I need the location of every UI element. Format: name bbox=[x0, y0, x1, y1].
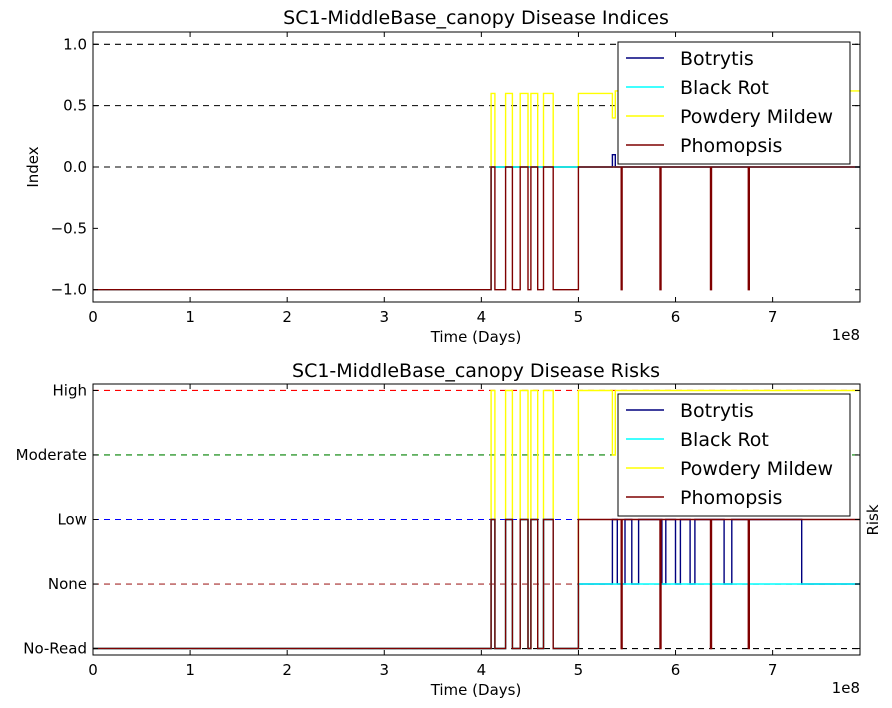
indices-legend-label: Botrytis bbox=[680, 48, 754, 70]
indices-y-tick-label: 0.0 bbox=[63, 158, 87, 176]
indices-legend-label: Phomopsis bbox=[680, 135, 782, 157]
risks-x-axis-label: Time (Days) bbox=[430, 681, 522, 699]
risks-y-tick-label: None bbox=[48, 575, 87, 593]
indices-legend-label: Powdery Mildew bbox=[680, 106, 833, 128]
indices-x-axis-label: Time (Days) bbox=[430, 328, 522, 346]
risks-legend-label: Phomopsis bbox=[680, 487, 782, 509]
risks-y-tick-label: Low bbox=[57, 511, 87, 529]
risks-chart: SC1-MiddleBase_canopy Disease Risks 0 1 2 3… bbox=[16, 360, 882, 699]
indices-x-tick-label: 3 bbox=[379, 308, 389, 326]
indices-x-tick-label: 1 bbox=[185, 308, 195, 326]
risks-legend: Botrytis Black Rot Powdery Mildew Phomopsis bbox=[617, 393, 851, 517]
risks-legend-label: Black Rot bbox=[680, 429, 769, 451]
risks-x-tick-label: 0 bbox=[88, 661, 98, 679]
indices-series-black-rot bbox=[93, 166, 860, 291]
indices-legend-label: Black Rot bbox=[680, 77, 769, 99]
indices-x-tick-label: 7 bbox=[768, 308, 778, 326]
risks-x-tick-label: 5 bbox=[574, 661, 584, 679]
indices-y-tick-label: −1.0 bbox=[51, 281, 87, 299]
indices-x-offset-label: 1e8 bbox=[832, 326, 860, 344]
risks-x-tick-label: 1 bbox=[185, 661, 195, 679]
indices-x-tick-label: 5 bbox=[574, 308, 584, 326]
indices-x-tick-label: 4 bbox=[477, 308, 487, 326]
risks-plot-area: 0 1 2 3 4 5 6 7 No-Read None Low Moderate High Botryt… bbox=[16, 381, 861, 679]
indices-plot-area: 0 1 2 3 4 5 6 7 −1.0 −0.5 0.0 0.5 1.0 Botrytis Black R… bbox=[51, 31, 861, 326]
risks-legend-label: Botrytis bbox=[680, 400, 754, 422]
indices-series-botrytis bbox=[93, 153, 860, 291]
indices-x-tick-label: 6 bbox=[671, 308, 681, 326]
risks-y-tick-label: No-Read bbox=[23, 640, 87, 658]
risks-legend-label: Powdery Mildew bbox=[680, 458, 833, 480]
risks-x-offset-label: 1e8 bbox=[832, 679, 860, 697]
indices-x-tick-label: 0 bbox=[88, 308, 98, 326]
indices-chart-title: SC1-MiddleBase_canopy Disease Indices bbox=[283, 7, 669, 29]
indices-x-tick-label: 2 bbox=[282, 308, 292, 326]
risks-x-tick-label: 2 bbox=[282, 661, 292, 679]
indices-chart: SC1-MiddleBase_canopy Disease Indices 0 1… bbox=[24, 7, 861, 346]
indices-y-tick-label: 0.5 bbox=[63, 97, 87, 115]
risks-x-tick-label: 7 bbox=[768, 661, 778, 679]
risks-chart-title: SC1-MiddleBase_canopy Disease Risks bbox=[292, 360, 660, 382]
risks-x-tick-label: 3 bbox=[379, 661, 389, 679]
risks-y-axis-label: Risk bbox=[864, 504, 882, 535]
risks-x-tick-label: 4 bbox=[477, 661, 487, 679]
indices-legend: Botrytis Black Rot Powdery Mildew Phomopsis bbox=[617, 41, 851, 165]
risks-legend-box bbox=[617, 393, 851, 517]
indices-series-phomopsis bbox=[93, 166, 860, 291]
risks-y-tick-label: High bbox=[53, 381, 87, 399]
indices-y-tick-label: −0.5 bbox=[51, 219, 87, 237]
indices-y-tick-label: 1.0 bbox=[63, 35, 87, 53]
indices-y-axis-label: Index bbox=[24, 146, 42, 187]
risks-x-tick-label: 6 bbox=[671, 661, 681, 679]
indices-legend-box bbox=[617, 41, 851, 165]
risks-y-tick-label: Moderate bbox=[16, 446, 87, 464]
risks-series-phomopsis bbox=[93, 518, 860, 650]
